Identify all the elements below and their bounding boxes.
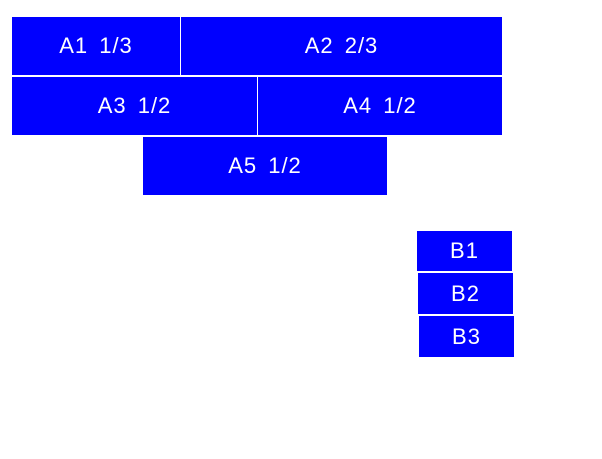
box-a5[interactable]: A5 1/2 (143, 137, 387, 195)
box-label: A1 1/3 (59, 33, 133, 58)
box-b2[interactable]: B2 (418, 273, 513, 314)
box-a4[interactable]: A4 1/2 (258, 77, 502, 135)
box-b1[interactable]: B1 (417, 231, 512, 271)
box-label: B3 (452, 323, 481, 349)
box-label: A5 1/2 (228, 153, 302, 178)
box-label: A2 2/3 (304, 33, 379, 58)
box-label: A4 1/2 (343, 93, 417, 118)
box-a2[interactable]: A2 2/3 (181, 17, 502, 75)
box-label: B2 (451, 280, 480, 306)
box-label: A3 1/2 (97, 93, 172, 118)
box-label: B1 (450, 238, 479, 263)
box-a3[interactable]: A3 1/2 (12, 77, 257, 135)
box-b3[interactable]: B3 (419, 316, 514, 357)
box-a1[interactable]: A1 1/3 (12, 17, 180, 75)
